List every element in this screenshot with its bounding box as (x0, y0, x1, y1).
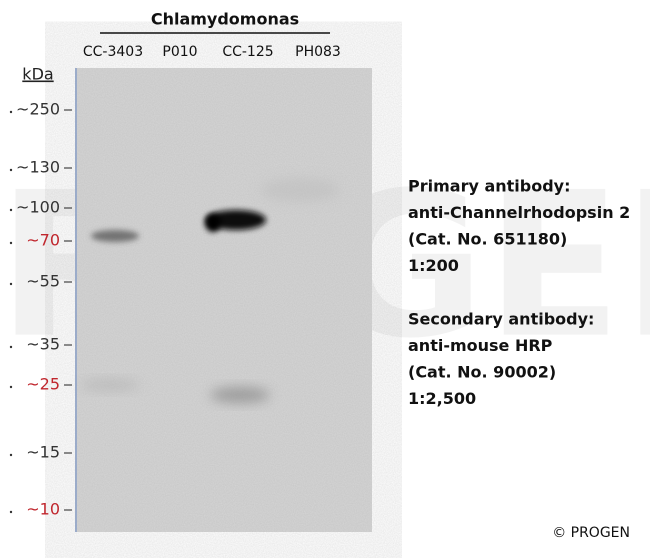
marker-dot (9, 510, 13, 514)
marker-dot (9, 345, 13, 349)
lane-label: PH083 (295, 44, 341, 60)
marker-dot (9, 453, 13, 457)
marker-dot (9, 168, 13, 172)
marker-label: ~15 (26, 443, 60, 462)
marker-label: ~130 (16, 158, 60, 177)
copyright: © PROGEN (552, 525, 630, 541)
annotation-line: Primary antibody: (408, 177, 571, 196)
marker-label: ~100 (16, 198, 60, 217)
marker-label: ~70 (26, 231, 60, 250)
marker-dot (9, 385, 13, 389)
lane-label: CC-125 (222, 44, 273, 60)
annotation: Primary antibody: anti-Channelrhodopsin 2… (408, 177, 630, 409)
annotation-line: anti-mouse HRP (408, 336, 553, 355)
lane-label: P010 (162, 44, 197, 60)
marker-dot (9, 241, 13, 245)
annotation-line: 1:200 (408, 256, 459, 275)
unit-label: kDa (22, 65, 53, 84)
marker-label: ~10 (26, 500, 60, 519)
marker-label: ~250 (16, 100, 60, 119)
lane-labels: CC-3403 P010 CC-125 PH083 (83, 44, 341, 60)
marker-label: ~55 (26, 272, 60, 291)
lane-label: CC-3403 (83, 44, 143, 60)
annotation-line: Secondary antibody: (408, 310, 594, 329)
marker-label: ~25 (26, 375, 60, 394)
annotation-line: (Cat. No. 90002) (408, 363, 556, 382)
blot (75, 68, 372, 532)
annotation-line: (Cat. No. 651180) (408, 230, 567, 249)
ladder: ~250 ~130 ~100 ~70 ~55 ~35 ~25 ~15 ~10 (9, 100, 72, 519)
marker-label: ~35 (26, 335, 60, 354)
marker-dot (9, 110, 13, 114)
annotation-line: 1:2,500 (408, 389, 476, 408)
header-title: Chlamydomonas (151, 10, 299, 29)
annotation-line: anti-Channelrhodopsin 2 (408, 203, 630, 222)
marker-dot (9, 208, 13, 212)
marker-dot (9, 282, 13, 286)
